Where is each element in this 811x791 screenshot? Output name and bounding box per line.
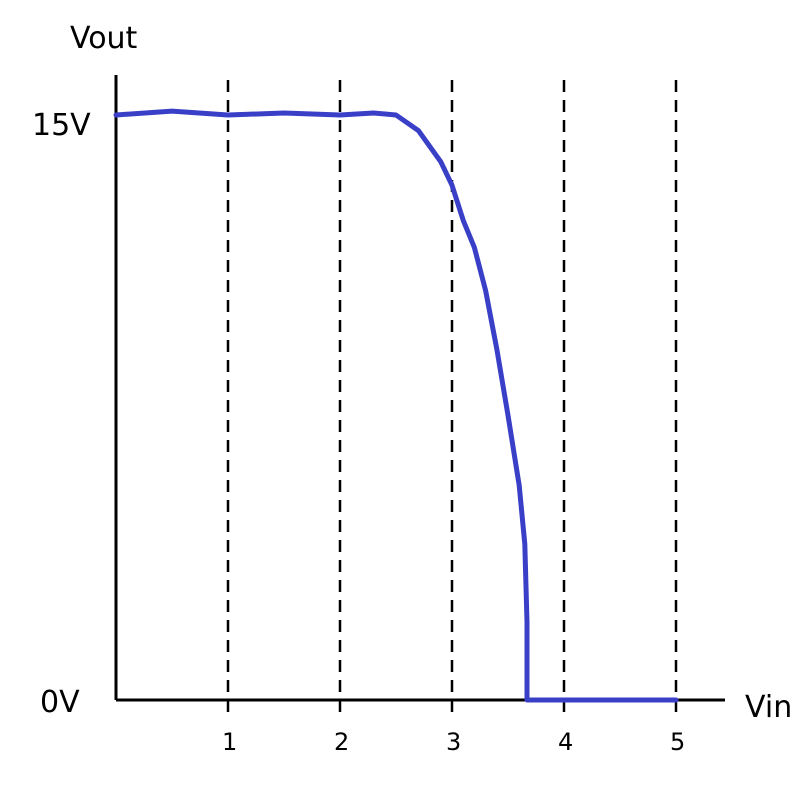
- y-axis-label: Vout: [70, 21, 138, 56]
- series-line-0: [113, 108, 679, 703]
- series-group: [113, 108, 679, 703]
- grid-lines: [226, 80, 678, 712]
- x-axis-label: Vin: [745, 690, 792, 725]
- y-tick-top: 15V: [32, 108, 91, 143]
- y-tick-bottom: 0V: [40, 685, 80, 720]
- x-tick-label-4: 4: [558, 728, 573, 756]
- x-tick-label-2: 2: [334, 728, 349, 756]
- x-tick-label-3: 3: [446, 728, 461, 756]
- x-tick-label-1: 1: [222, 728, 237, 756]
- x-tick-labels: 1 2 3 4 5: [222, 728, 685, 756]
- x-tick-label-5: 5: [670, 728, 685, 756]
